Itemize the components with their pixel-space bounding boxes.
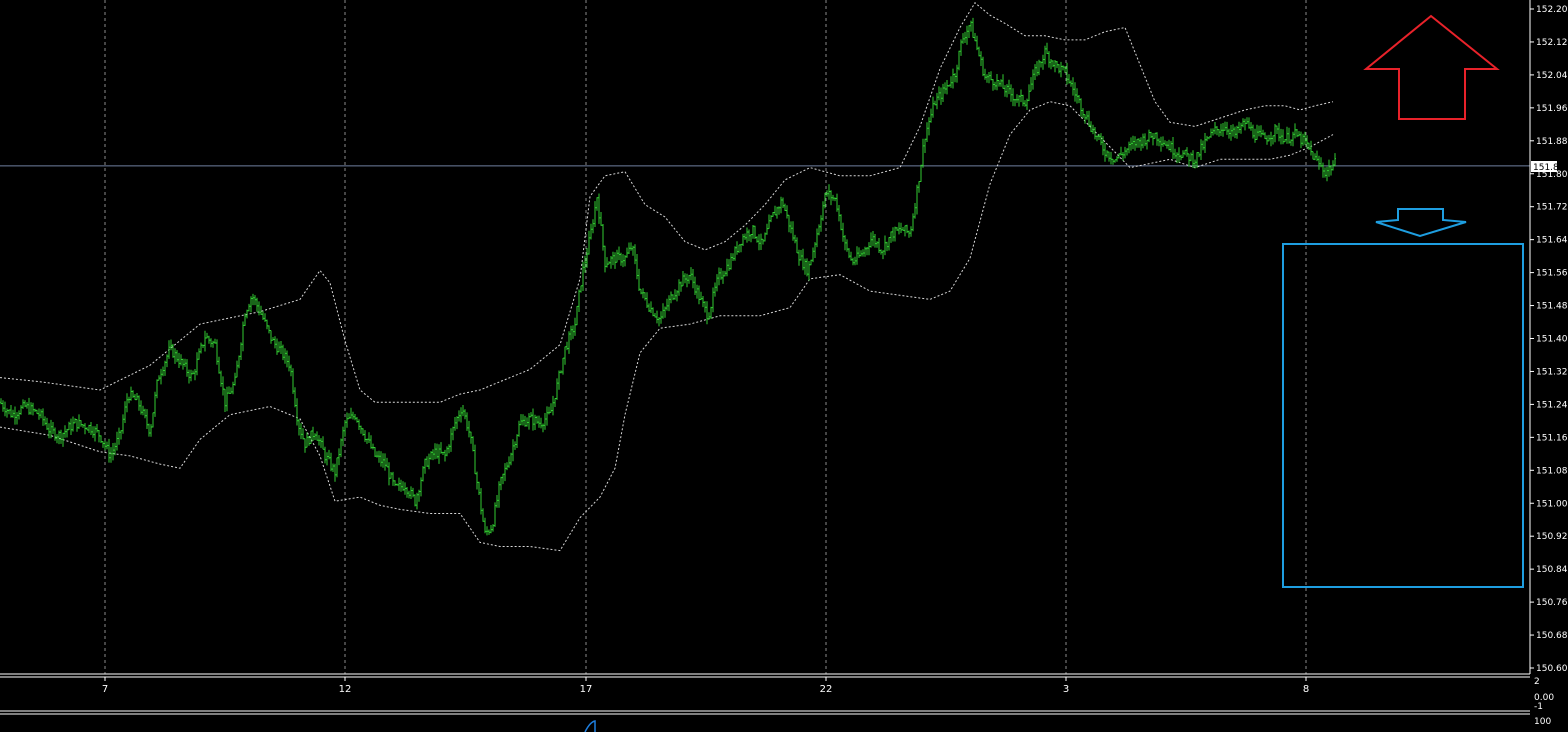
date-label: 8: [1303, 684, 1309, 695]
price-tick-label: 150.605: [1536, 664, 1568, 674]
date-axis-band: [0, 677, 1530, 712]
subwindow-tick: 0.00: [1534, 693, 1554, 703]
lower-band-line: [0, 101, 1334, 552]
current-price-label: 151.824: [1533, 163, 1568, 173]
price-axis[interactable]: 152.205 152.125 152.045 151.965 151.885 151.8…: [1530, 5, 1568, 674]
price-tick-label: 152.125: [1536, 38, 1568, 48]
date-label: 17: [580, 684, 593, 695]
subwindow2-tick: 100: [1534, 717, 1551, 727]
price-tick-label: 151.485: [1536, 302, 1568, 312]
subwindow-tick: 2: [1534, 677, 1540, 687]
price-tick-label: 151.645: [1536, 236, 1568, 246]
price-tick-label: 151.965: [1536, 104, 1568, 114]
date-axis: 7 12 17 22 3 8: [102, 677, 1309, 695]
price-tick-label: 152.045: [1536, 71, 1568, 81]
indicator-line: [584, 720, 596, 732]
annotation-rectangle[interactable]: [1282, 243, 1524, 588]
grid: [104, 0, 1307, 674]
price-tick-label: 151.405: [1536, 335, 1568, 345]
bollinger-bands: [0, 2, 1334, 552]
price-tick-label: 151.565: [1536, 269, 1568, 279]
price-tick-label: 151.805: [1536, 170, 1568, 180]
price-tick-label: 150.685: [1536, 631, 1568, 641]
date-label: 3: [1063, 684, 1069, 695]
price-tick-label: 151.885: [1536, 137, 1568, 147]
price-tick-label: 150.765: [1536, 598, 1568, 608]
price-tick-label: 151.725: [1536, 203, 1568, 213]
upper-band-line: [0, 2, 1334, 403]
price-tick-label: 151.325: [1536, 367, 1568, 377]
up-arrow-icon[interactable]: [1363, 14, 1500, 120]
price-tick-label: 151.085: [1536, 466, 1568, 476]
price-tick-label: 151.005: [1536, 499, 1568, 509]
price-tick-label: 150.925: [1536, 532, 1568, 542]
candles: [0, 17, 1336, 536]
date-label: 7: [102, 684, 108, 695]
current-price-tag: 151.824: [1531, 161, 1568, 173]
date-label: 22: [820, 684, 833, 695]
date-label: 12: [339, 684, 352, 695]
price-tick-label: 152.205: [1536, 5, 1568, 15]
price-tick-label: 151.165: [1536, 433, 1568, 443]
down-arrow-icon[interactable]: [1375, 208, 1467, 238]
price-tick-label: 151.245: [1536, 400, 1568, 410]
subwindow-tick: -1: [1534, 702, 1543, 712]
price-tick-label: 150.845: [1536, 565, 1568, 575]
